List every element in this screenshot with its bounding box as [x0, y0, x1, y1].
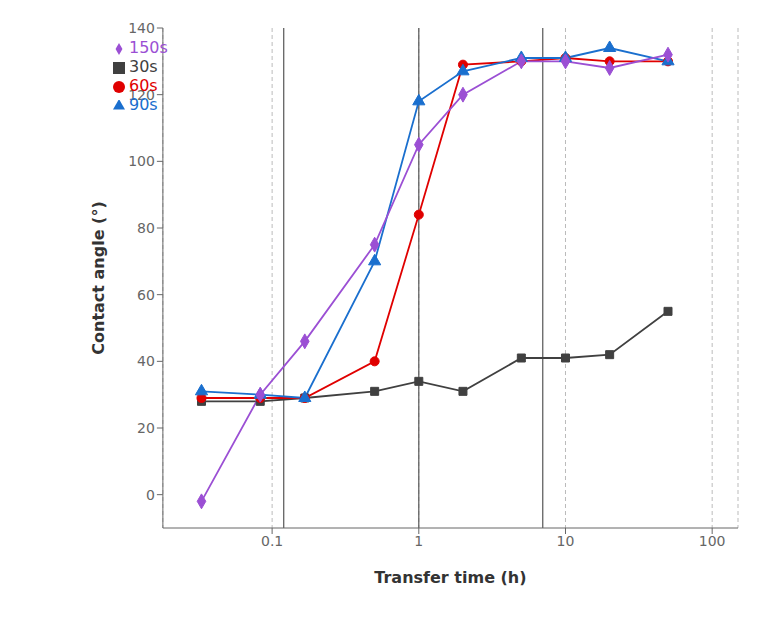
- svg-text:0.1: 0.1: [261, 533, 283, 549]
- svg-text:10: 10: [557, 533, 575, 549]
- svg-text:100: 100: [128, 153, 155, 169]
- svg-text:40: 40: [137, 353, 155, 369]
- svg-text:0: 0: [146, 487, 155, 503]
- svg-text:140: 140: [128, 20, 155, 36]
- svg-text:120: 120: [128, 87, 155, 103]
- svg-text:100: 100: [699, 533, 726, 549]
- svg-text:20: 20: [137, 420, 155, 436]
- svg-text:Contact angle (°): Contact angle (°): [89, 201, 108, 354]
- svg-text:60: 60: [137, 287, 155, 303]
- svg-text:1: 1: [414, 533, 423, 549]
- svg-text:80: 80: [137, 220, 155, 236]
- svg-text:Transfer time (h): Transfer time (h): [374, 568, 526, 587]
